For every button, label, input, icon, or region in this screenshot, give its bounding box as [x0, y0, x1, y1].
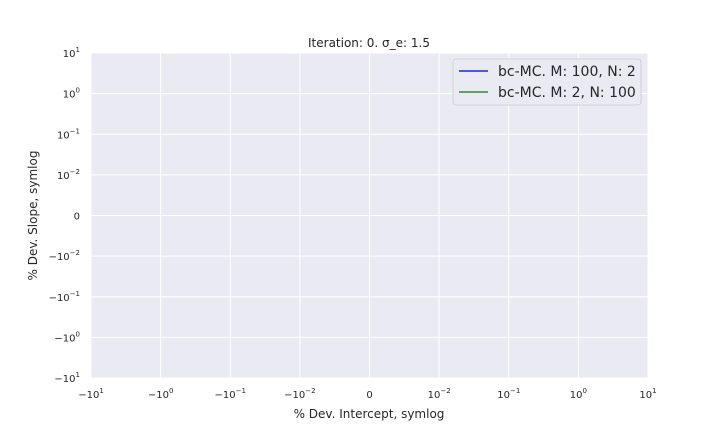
x-tick-labels: −101 −100 −10−1 −10−2 0 10−2 10−1 100 101	[78, 387, 656, 401]
y-tick-label: 101	[63, 46, 80, 60]
legend-label-series-2: bc-MC. M: 2, N: 100	[498, 85, 636, 101]
x-tick-label: 10−1	[497, 387, 520, 401]
x-tick-label: −100	[148, 387, 174, 401]
legend: bc-MC. M: 100, N: 2 bc-MC. M: 2, N: 100	[452, 58, 642, 106]
y-tick-label: −10−1	[49, 290, 80, 304]
legend-box	[452, 58, 642, 106]
y-axis-label: % Dev. Slope, symlog	[26, 151, 40, 281]
y-tick-label: 10−1	[57, 127, 80, 141]
x-tick-label: 10−2	[428, 387, 451, 401]
y-tick-label: −100	[54, 330, 80, 344]
chart-title: Iteration: 0. σ_e: 1.5	[308, 36, 430, 50]
y-tick-label: 100	[63, 87, 80, 101]
x-tick-label: 100	[570, 387, 587, 401]
y-tick-label: 10−2	[57, 168, 80, 182]
legend-label-series-1: bc-MC. M: 100, N: 2	[498, 64, 636, 80]
x-tick-label: −101	[78, 387, 104, 401]
x-tick-label: −10−1	[215, 387, 246, 401]
x-axis-label: % Dev. Intercept, symlog	[294, 407, 445, 421]
x-tick-label: 101	[639, 387, 656, 401]
y-tick-label: 0	[74, 212, 80, 223]
x-tick-label: 0	[366, 390, 372, 401]
y-tick-label: −101	[54, 371, 80, 385]
y-tick-labels: 101 100 10−1 10−2 0 −10−2 −10−1 −100 −101	[49, 46, 80, 385]
x-tick-label: −10−2	[284, 387, 315, 401]
y-tick-label: −10−2	[49, 249, 80, 263]
